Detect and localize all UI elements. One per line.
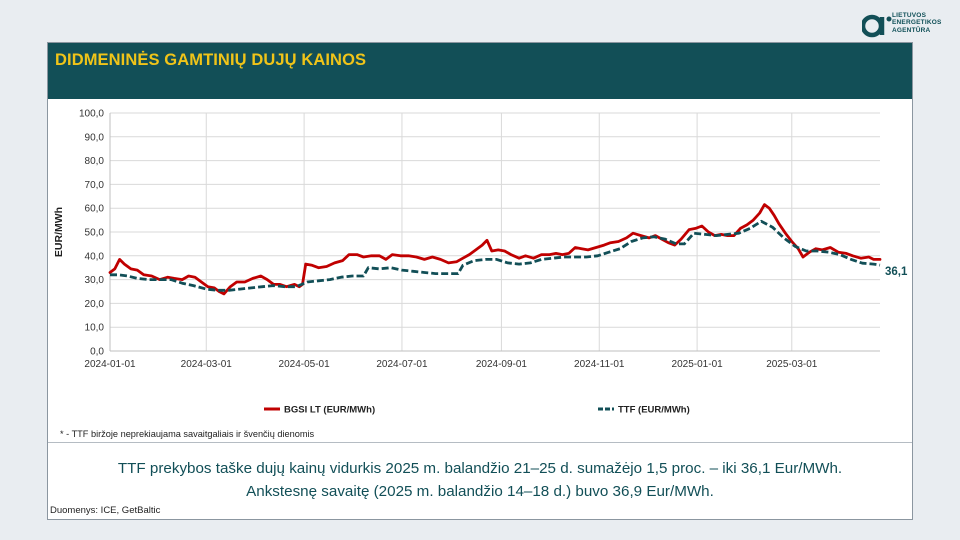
y-tick-label: 0,0 — [90, 347, 104, 358]
y-tick-label: 80,0 — [85, 156, 105, 167]
x-tick-label: 2024-09-01 — [476, 359, 528, 370]
chart-panel: DIDMENINĖS GAMTINIŲ DUJŲ KAINOS 0,0 10,0 2… — [47, 42, 913, 520]
y-axis-label: EUR/MWh — [53, 207, 65, 257]
footnote: * - TTF biržoje neprekiaujama savaitgali… — [60, 429, 315, 439]
x-tick-label: 2024-03-01 — [181, 359, 233, 370]
y-tick-label: 10,0 — [85, 323, 105, 334]
lea-logo: LIETUVOS ENERGETIKOS AGENTŪRA — [862, 12, 954, 42]
logo-text: LIETUVOS ENERGETIKOS AGENTŪRA — [892, 12, 942, 34]
y-tick-label: 40,0 — [85, 251, 105, 262]
y-tick-label: 20,0 — [85, 299, 105, 310]
legend-entry: TTF (EUR/MWh) — [618, 405, 690, 416]
legend-entry: BGSI LT (EUR/MWh) — [284, 405, 375, 416]
summary-line-1: TTF prekybos taške dujų kainų vidurkis 2… — [117, 460, 843, 477]
ttf-end-value-label: 36,1 — [885, 266, 908, 278]
x-tick-label: 2024-11-01 — [574, 359, 625, 370]
x-tick-label: 2024-07-01 — [376, 359, 428, 370]
data-source: Duomenys: ICE, GetBaltic — [50, 505, 161, 516]
series-line-ttf — [110, 219, 881, 292]
chart-area: 0,0 10,0 20,0 30,0 40,0 50,0 60,0 70,0 80,0 90,0 1… — [48, 99, 912, 443]
price-line-chart: 0,0 10,0 20,0 30,0 40,0 50,0 60,0 70,0 80,0 90,0 1… — [53, 109, 908, 416]
x-tick-label: 2025-01-01 — [672, 359, 724, 370]
summary-text: TTF prekybos taške dujų kainų vidurkis 2… — [48, 457, 912, 503]
series-line-bgsi-lt — [108, 203, 882, 296]
y-tick-label: 30,0 — [85, 275, 105, 286]
y-tick-label: 60,0 — [85, 204, 105, 215]
y-tick-label: 50,0 — [85, 228, 105, 239]
page-title: DIDMENINĖS GAMTINIŲ DUJŲ KAINOS — [55, 51, 367, 69]
header-band: DIDMENINĖS GAMTINIŲ DUJŲ KAINOS — [48, 43, 912, 99]
summary-line-2: Ankstesnę savaitę (2025 m. balandžio 14–… — [246, 483, 714, 500]
y-tick-label: 100,0 — [79, 109, 104, 120]
x-tick-label: 2025-03-01 — [766, 359, 818, 370]
x-tick-label: 2024-01-01 — [84, 359, 136, 370]
x-tick-label: 2024-05-01 — [279, 359, 331, 370]
y-tick-label: 70,0 — [85, 180, 105, 191]
lea-logo-icon — [862, 14, 892, 38]
y-tick-label: 90,0 — [85, 132, 105, 143]
